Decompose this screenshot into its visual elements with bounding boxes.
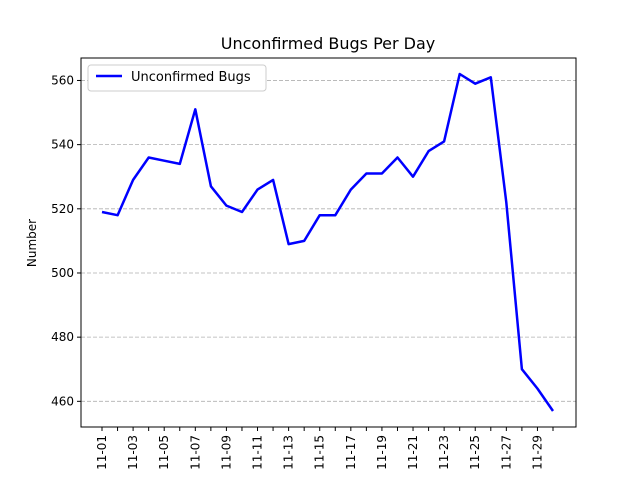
x-tick-label-11-13: 11-13 (282, 435, 296, 470)
plot-area-frame (80, 57, 577, 428)
data-point-11-17 (350, 188, 352, 190)
x-tick-label-11-19: 11-19 (375, 435, 389, 470)
x-tick-label-11-07: 11-07 (188, 435, 202, 470)
y-axis: 460 480 500 520 540 560 (51, 73, 81, 408)
x-tick-label-11-03: 11-03 (126, 435, 140, 470)
x-tick-label-11-17: 11-17 (344, 435, 358, 470)
y-tick-label-560: 560 (51, 73, 74, 87)
data-point-11-08 (210, 185, 212, 187)
data-point-11-19 (381, 172, 383, 174)
x-tick-label-11-23: 11-23 (437, 435, 451, 470)
data-point-11-05 (163, 159, 165, 161)
data-point-11-02 (116, 214, 118, 216)
y-tick-label-480: 480 (51, 330, 74, 344)
data-point-11-12 (272, 179, 274, 181)
y-tick-label-460: 460 (51, 394, 74, 408)
x-tick-label-11-29: 11-29 (530, 435, 544, 470)
data-point-11-13 (287, 243, 289, 245)
y-tick-label-520: 520 (51, 202, 74, 216)
data-point-11-06 (179, 163, 181, 165)
chart-title: Unconfirmed Bugs Per Day (221, 34, 436, 53)
x-tick-label-11-15: 11-15 (313, 435, 327, 470)
data-point-11-09 (225, 204, 227, 206)
data-point-11-10 (241, 211, 243, 213)
x-axis: 11-01 11-03 11-05 11-07 11-09 11-11 11-13 11-15… (95, 427, 554, 470)
y-tick-label-540: 540 (51, 138, 74, 152)
data-point-11-03 (132, 179, 134, 181)
x-tick-label-11-05: 11-05 (157, 435, 171, 470)
x-tick-label-11-21: 11-21 (406, 435, 420, 470)
x-tick-label-11-27: 11-27 (499, 435, 513, 470)
y-tick-label-500: 500 (51, 266, 74, 280)
series-line-0 (101, 72, 555, 412)
data-point-11-15 (319, 214, 321, 216)
data-point-11-29 (536, 387, 538, 389)
data-point-11-18 (365, 172, 367, 174)
data-point-11-04 (147, 156, 149, 158)
data-point-11-23 (443, 140, 445, 142)
data-point-11-16 (334, 214, 336, 216)
data-point-11-20 (396, 156, 398, 158)
series-group (101, 72, 555, 412)
data-point-11-01 (101, 211, 103, 213)
y-axis-label: Number (25, 219, 39, 267)
legend-frame (87, 64, 267, 92)
data-point-11-25 (474, 82, 476, 84)
x-tick-label-11-01: 11-01 (95, 435, 109, 470)
data-point-11-30 (552, 410, 554, 412)
data-point-11-24 (458, 73, 460, 75)
data-point-11-11 (256, 188, 258, 190)
data-point-11-07 (194, 108, 196, 110)
data-point-11-14 (303, 240, 305, 242)
data-point-11-27 (505, 201, 507, 203)
legend: Unconfirmed Bugs (87, 64, 267, 92)
data-point-11-22 (427, 150, 429, 152)
data-point-11-21 (412, 176, 414, 178)
x-tick-label-11-09: 11-09 (219, 435, 233, 470)
grid-lines (81, 80, 576, 402)
data-point-11-28 (521, 368, 523, 370)
data-point-11-26 (490, 76, 492, 78)
legend-label-unconfirmed-bugs: Unconfirmed Bugs (131, 70, 251, 85)
x-tick-label-11-25: 11-25 (468, 435, 482, 470)
x-tick-label-11-11: 11-11 (251, 435, 265, 470)
